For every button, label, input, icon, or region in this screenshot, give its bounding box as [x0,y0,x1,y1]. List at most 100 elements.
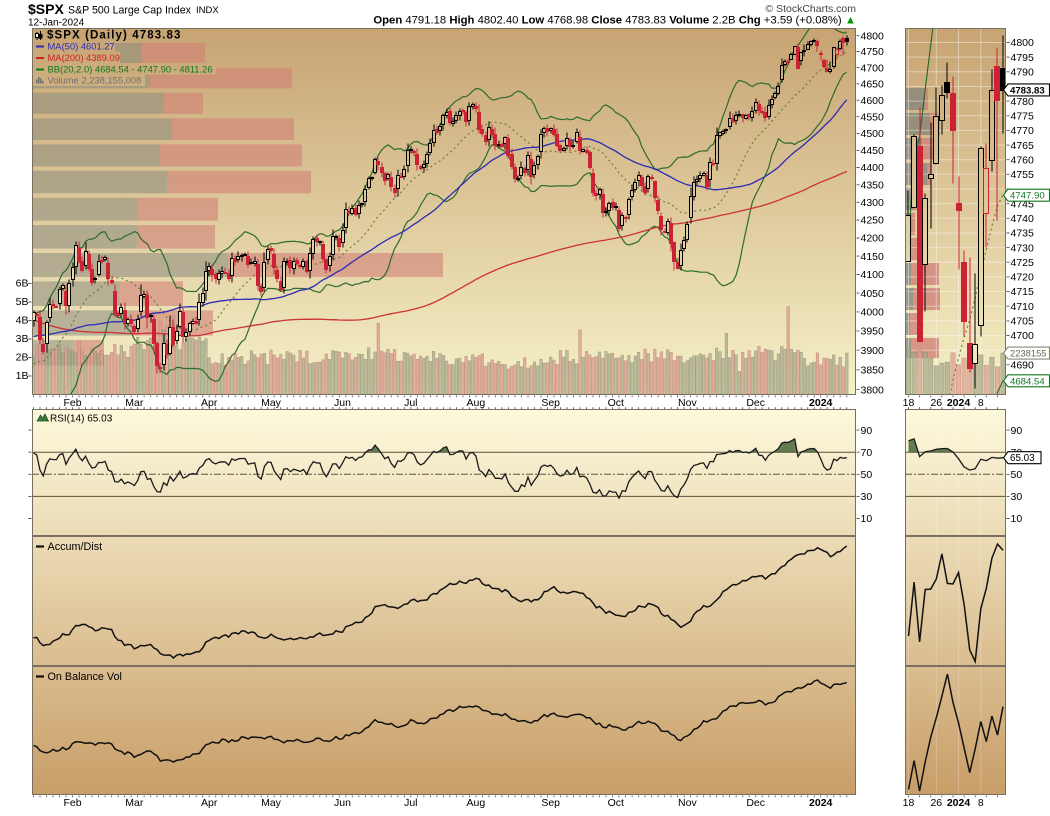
svg-text:3B: 3B [16,333,29,345]
svg-text:4715: 4715 [1011,286,1035,298]
svg-text:4765: 4765 [1011,140,1035,152]
svg-text:Nov: Nov [678,797,697,809]
svg-text:Oct: Oct [608,797,624,809]
svg-text:90: 90 [861,425,873,437]
svg-text:2B: 2B [16,352,29,364]
svg-text:4000: 4000 [861,307,885,319]
svg-text:4710: 4710 [1011,301,1035,313]
svg-text:12-Jan-2024: 12-Jan-2024 [28,18,85,29]
svg-text:4050: 4050 [861,288,885,300]
svg-text:© StockCharts.com: © StockCharts.com [765,3,856,15]
svg-text:4770: 4770 [1011,125,1035,137]
svg-text:4750: 4750 [861,46,885,58]
svg-text:65.03: 65.03 [1010,453,1035,464]
svg-text:Jun: Jun [334,797,351,809]
svg-text:4700: 4700 [1011,330,1035,342]
svg-text:Jul: Jul [404,397,417,409]
svg-text:Nov: Nov [678,397,697,409]
svg-text:INDX: INDX [196,5,219,16]
svg-text:Jul: Jul [404,797,417,809]
svg-text:4B: 4B [16,315,29,327]
svg-text:May: May [261,397,282,409]
svg-text:4800: 4800 [1011,37,1035,49]
svg-text:On Balance Vol: On Balance Vol [48,671,122,683]
svg-text:4790: 4790 [1011,67,1035,79]
svg-text:2024: 2024 [809,797,833,809]
svg-text:4730: 4730 [1011,242,1035,254]
svg-text:Sep: Sep [541,397,560,409]
svg-text:3800: 3800 [861,384,885,396]
svg-text:6B: 6B [16,278,29,290]
svg-text:4150: 4150 [861,251,885,263]
svg-text:$SPX: $SPX [28,1,64,17]
svg-text:Apr: Apr [201,797,218,809]
svg-text:10: 10 [861,513,873,525]
svg-text:2238155: 2238155 [1010,348,1047,359]
svg-text:Open 4791.18 High 4802.40 Low: Open 4791.18 High 4802.40 Low 4768.98 Cl… [373,15,856,27]
svg-text:26: 26 [930,397,942,409]
svg-text:2024: 2024 [809,397,833,409]
svg-text:4250: 4250 [861,215,885,227]
svg-text:4780: 4780 [1011,96,1035,108]
svg-text:4705: 4705 [1011,316,1035,328]
svg-text:4775: 4775 [1011,111,1035,123]
svg-text:70: 70 [861,447,873,459]
svg-text:4740: 4740 [1011,213,1035,225]
svg-text:4300: 4300 [861,197,885,209]
svg-text:RSI(14) 65.03: RSI(14) 65.03 [50,414,113,425]
svg-text:Dec: Dec [746,397,765,409]
svg-text:Dec: Dec [746,797,765,809]
svg-text:4700: 4700 [861,62,885,74]
svg-text:4550: 4550 [861,111,885,123]
svg-text:Oct: Oct [608,397,624,409]
svg-text:3950: 3950 [861,326,885,338]
svg-text:10: 10 [1011,513,1023,525]
svg-text:5B: 5B [16,296,29,308]
svg-text:Sep: Sep [541,797,560,809]
svg-text:1B: 1B [16,370,29,382]
svg-text:4600: 4600 [861,95,885,107]
svg-text:4720: 4720 [1011,272,1035,284]
svg-text:May: May [261,797,282,809]
svg-text:$SPX (Daily) 4783.83: $SPX (Daily) 4783.83 [47,29,182,41]
svg-text:BB(20,2.0) 4684.54 - 4747.90 -: BB(20,2.0) 4684.54 - 4747.90 - 4811.26 [48,63,213,74]
svg-text:4350: 4350 [861,180,885,192]
svg-text:Accum/Dist: Accum/Dist [48,541,103,553]
svg-text:3850: 3850 [861,365,885,377]
svg-text:4800: 4800 [861,30,885,42]
svg-text:Mar: Mar [125,397,144,409]
svg-text:4725: 4725 [1011,257,1035,269]
svg-text:30: 30 [1011,491,1023,503]
svg-text:2024: 2024 [947,397,971,409]
svg-text:3900: 3900 [861,345,885,357]
svg-text:4650: 4650 [861,79,885,91]
svg-text:4735: 4735 [1011,228,1035,240]
svg-text:4795: 4795 [1011,52,1035,64]
svg-text:MA(200) 4389.09: MA(200) 4389.09 [48,52,120,63]
svg-text:90: 90 [1011,425,1023,437]
svg-text:4684.54: 4684.54 [1010,376,1045,387]
svg-text:8: 8 [978,797,984,809]
svg-text:Volume 2,238,155,008: Volume 2,238,155,008 [48,75,142,86]
svg-text:4450: 4450 [861,145,885,157]
svg-text:50: 50 [1011,469,1023,481]
svg-text:Feb: Feb [63,397,81,409]
svg-text:50: 50 [861,469,873,481]
svg-text:Aug: Aug [467,397,486,409]
svg-text:4783.83: 4783.83 [1010,85,1045,96]
svg-text:4200: 4200 [861,233,885,245]
svg-text:Aug: Aug [467,797,486,809]
svg-text:4400: 4400 [861,162,885,174]
svg-text:26: 26 [930,797,942,809]
svg-text:Apr: Apr [201,397,218,409]
svg-text:4500: 4500 [861,128,885,140]
svg-text:2024: 2024 [947,797,971,809]
svg-text:18: 18 [903,397,915,409]
svg-text:Mar: Mar [125,797,144,809]
svg-text:4760: 4760 [1011,154,1035,166]
svg-text:Jun: Jun [334,397,351,409]
svg-text:30: 30 [861,491,873,503]
svg-text:S&P 500 Large Cap Index: S&P 500 Large Cap Index [68,5,192,17]
svg-text:MA(50) 4601.27: MA(50) 4601.27 [48,41,115,52]
svg-text:4747.90: 4747.90 [1010,191,1045,202]
